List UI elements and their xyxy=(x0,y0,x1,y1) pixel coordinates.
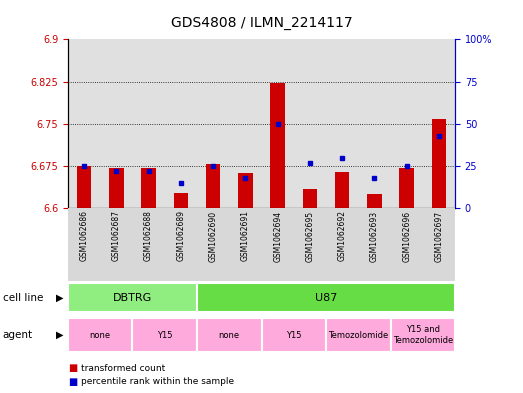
Bar xyxy=(391,39,423,208)
Bar xyxy=(132,318,197,352)
Bar xyxy=(326,318,391,352)
Text: GSM1062697: GSM1062697 xyxy=(435,211,444,262)
Bar xyxy=(68,39,100,208)
Bar xyxy=(100,39,132,208)
Bar xyxy=(68,283,197,312)
Text: GSM1062686: GSM1062686 xyxy=(79,211,88,261)
Bar xyxy=(109,168,123,208)
Bar xyxy=(197,39,229,208)
Bar xyxy=(303,189,317,208)
Bar xyxy=(391,208,423,281)
Bar xyxy=(358,208,391,281)
Bar xyxy=(262,208,294,281)
Bar xyxy=(174,193,188,208)
Text: DBTRG: DBTRG xyxy=(113,293,152,303)
Text: Y15 and
Temozolomide: Y15 and Temozolomide xyxy=(393,325,453,345)
Text: GSM1062692: GSM1062692 xyxy=(338,211,347,261)
Text: ▶: ▶ xyxy=(56,293,64,303)
Text: agent: agent xyxy=(3,330,33,340)
Text: GDS4808 / ILMN_2214117: GDS4808 / ILMN_2214117 xyxy=(170,16,353,30)
Bar xyxy=(206,164,220,208)
Bar xyxy=(335,172,349,208)
Bar xyxy=(358,39,391,208)
Text: U87: U87 xyxy=(315,293,337,303)
Text: percentile rank within the sample: percentile rank within the sample xyxy=(81,378,234,386)
Text: none: none xyxy=(89,331,111,340)
Bar xyxy=(68,318,132,352)
Text: none: none xyxy=(219,331,240,340)
Bar xyxy=(132,208,165,281)
Bar xyxy=(294,208,326,281)
Text: Y15: Y15 xyxy=(157,331,173,340)
Text: GSM1062691: GSM1062691 xyxy=(241,211,250,261)
Text: GSM1062690: GSM1062690 xyxy=(209,211,218,262)
Bar xyxy=(197,318,262,352)
Bar xyxy=(197,208,229,281)
Text: GSM1062694: GSM1062694 xyxy=(273,211,282,262)
Text: Y15: Y15 xyxy=(286,331,301,340)
Bar xyxy=(229,39,262,208)
Bar xyxy=(326,208,358,281)
Bar xyxy=(400,168,414,208)
Bar xyxy=(238,173,253,208)
Text: GSM1062688: GSM1062688 xyxy=(144,211,153,261)
Bar xyxy=(391,318,455,352)
Bar xyxy=(367,194,382,208)
Bar xyxy=(132,39,165,208)
Bar xyxy=(165,208,197,281)
Bar xyxy=(423,39,455,208)
Bar xyxy=(423,208,455,281)
Bar xyxy=(270,83,285,208)
Text: Temozolomide: Temozolomide xyxy=(328,331,389,340)
Text: GSM1062693: GSM1062693 xyxy=(370,211,379,262)
Text: ■: ■ xyxy=(68,363,77,373)
Text: GSM1062687: GSM1062687 xyxy=(112,211,121,261)
Bar xyxy=(326,39,358,208)
Text: GSM1062689: GSM1062689 xyxy=(176,211,185,261)
Bar xyxy=(141,168,156,208)
Bar xyxy=(100,208,132,281)
Bar xyxy=(165,39,197,208)
Text: GSM1062695: GSM1062695 xyxy=(305,211,314,262)
Bar xyxy=(68,208,100,281)
Text: GSM1062696: GSM1062696 xyxy=(402,211,411,262)
Bar xyxy=(77,166,92,208)
Bar xyxy=(197,283,455,312)
Bar xyxy=(431,119,446,208)
Bar xyxy=(262,318,326,352)
Bar xyxy=(262,39,294,208)
Text: cell line: cell line xyxy=(3,293,43,303)
Text: transformed count: transformed count xyxy=(81,364,165,373)
Text: ▶: ▶ xyxy=(56,330,64,340)
Bar xyxy=(229,208,262,281)
Bar xyxy=(294,39,326,208)
Text: ■: ■ xyxy=(68,377,77,387)
